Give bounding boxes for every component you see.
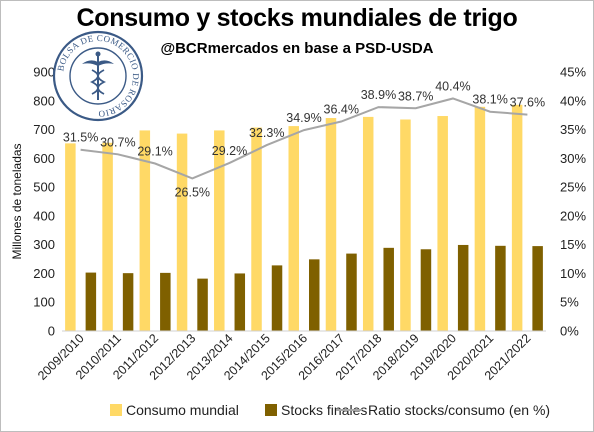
ratio-data-label: 36.4% <box>324 102 359 116</box>
y-tick-label: 0 <box>48 324 55 339</box>
bar-consumo <box>325 118 337 332</box>
ratio-data-label: 31.5% <box>63 131 98 145</box>
y-tick-label: 200 <box>33 266 55 281</box>
y-tick-label: 100 <box>33 295 55 310</box>
y-tick-label: 600 <box>33 151 55 166</box>
legend-item-stocks: Stocks finales <box>265 402 367 418</box>
bar-stocks <box>122 273 134 331</box>
caduceus-seal-icon: BOLSA DE COMERCIO DE ROSARIO <box>52 30 144 122</box>
bar-consumo <box>65 143 76 331</box>
bar-consumo <box>474 106 486 332</box>
bar-stocks <box>420 249 432 331</box>
bar-stocks <box>197 278 208 331</box>
legend-swatch-consumo <box>110 404 122 416</box>
chart-subtitle: @BCRmercados en base a PSD-USDA <box>160 40 434 57</box>
legend-swatch-ratio <box>336 409 362 411</box>
ratio-data-label: 29.2% <box>212 144 247 158</box>
y2-tick-label: 10% <box>560 266 586 281</box>
y-tick-label: 700 <box>33 122 55 137</box>
y2-tick-label: 0% <box>560 324 579 339</box>
ratio-data-label: 37.6% <box>510 96 545 110</box>
ratio-data-label: 34.9% <box>286 111 321 125</box>
chart-legend: Consumo mundial Stocks finales Ratio sto… <box>0 402 594 422</box>
y2-tick-label: 40% <box>560 93 586 108</box>
bar-consumo <box>400 119 411 331</box>
bar-stocks <box>234 273 246 331</box>
y-axis-title: Millones de toneladas <box>10 143 24 259</box>
ratio-data-label: 38.9% <box>361 88 396 102</box>
bar-stocks <box>85 272 97 331</box>
bar-stocks <box>160 272 171 331</box>
y2-tick-label: 20% <box>560 208 586 223</box>
bar-stocks <box>309 259 320 331</box>
ratio-data-label: 29.1% <box>137 145 172 159</box>
y2-tick-label: 15% <box>560 237 586 252</box>
chart-title: Consumo y stocks mundiales de trigo <box>76 4 518 32</box>
bar-stocks <box>495 245 506 331</box>
ratio-data-label: 30.7% <box>100 135 135 149</box>
bar-consumo <box>102 142 113 331</box>
ratio-data-label: 38.7% <box>398 89 433 103</box>
bar-consumo <box>251 127 262 332</box>
y-tick-label: 800 <box>33 93 55 108</box>
bar-consumo <box>288 126 299 331</box>
bar-stocks <box>457 244 469 331</box>
ratio-line <box>80 97 528 180</box>
bar-consumo <box>214 130 225 331</box>
y2-tick-label: 35% <box>560 122 586 137</box>
y-tick-label: 900 <box>33 65 55 80</box>
bar-consumo <box>139 130 151 331</box>
y-tick-label: 400 <box>33 208 55 223</box>
legend-label-ratio: Ratio stocks/consumo (en %) <box>368 402 551 418</box>
y2-tick-label: 5% <box>560 295 579 310</box>
y2-tick-label: 30% <box>560 151 586 166</box>
legend-label-consumo: Consumo mundial <box>126 402 239 418</box>
bar-consumo <box>437 116 448 331</box>
bar-stocks <box>532 246 543 331</box>
ratio-data-label: 32.3% <box>249 126 284 140</box>
ratio-data-label: 26.5% <box>175 185 210 199</box>
bar-consumo <box>176 133 188 331</box>
y2-tick-label: 45% <box>560 65 586 80</box>
bcr-logo: BOLSA DE COMERCIO DE ROSARIO <box>52 30 144 122</box>
y2-tick-label: 25% <box>560 180 586 195</box>
bar-consumo <box>362 116 374 331</box>
legend-swatch-stocks <box>265 404 277 416</box>
y-tick-label: 300 <box>33 237 55 252</box>
bar-stocks <box>346 253 357 331</box>
legend-label-stocks: Stocks finales <box>281 402 368 418</box>
legend-item-ratio: Ratio stocks/consumo (en %) <box>336 402 550 418</box>
legend-item-consumo: Consumo mundial <box>110 402 239 418</box>
y-tick-label: 500 <box>33 180 55 195</box>
bar-stocks <box>271 265 283 331</box>
bar-stocks <box>383 247 394 331</box>
ratio-data-label: 40.4% <box>435 79 470 93</box>
bar-consumo <box>511 104 523 331</box>
ratio-data-label: 38.1% <box>472 93 507 107</box>
